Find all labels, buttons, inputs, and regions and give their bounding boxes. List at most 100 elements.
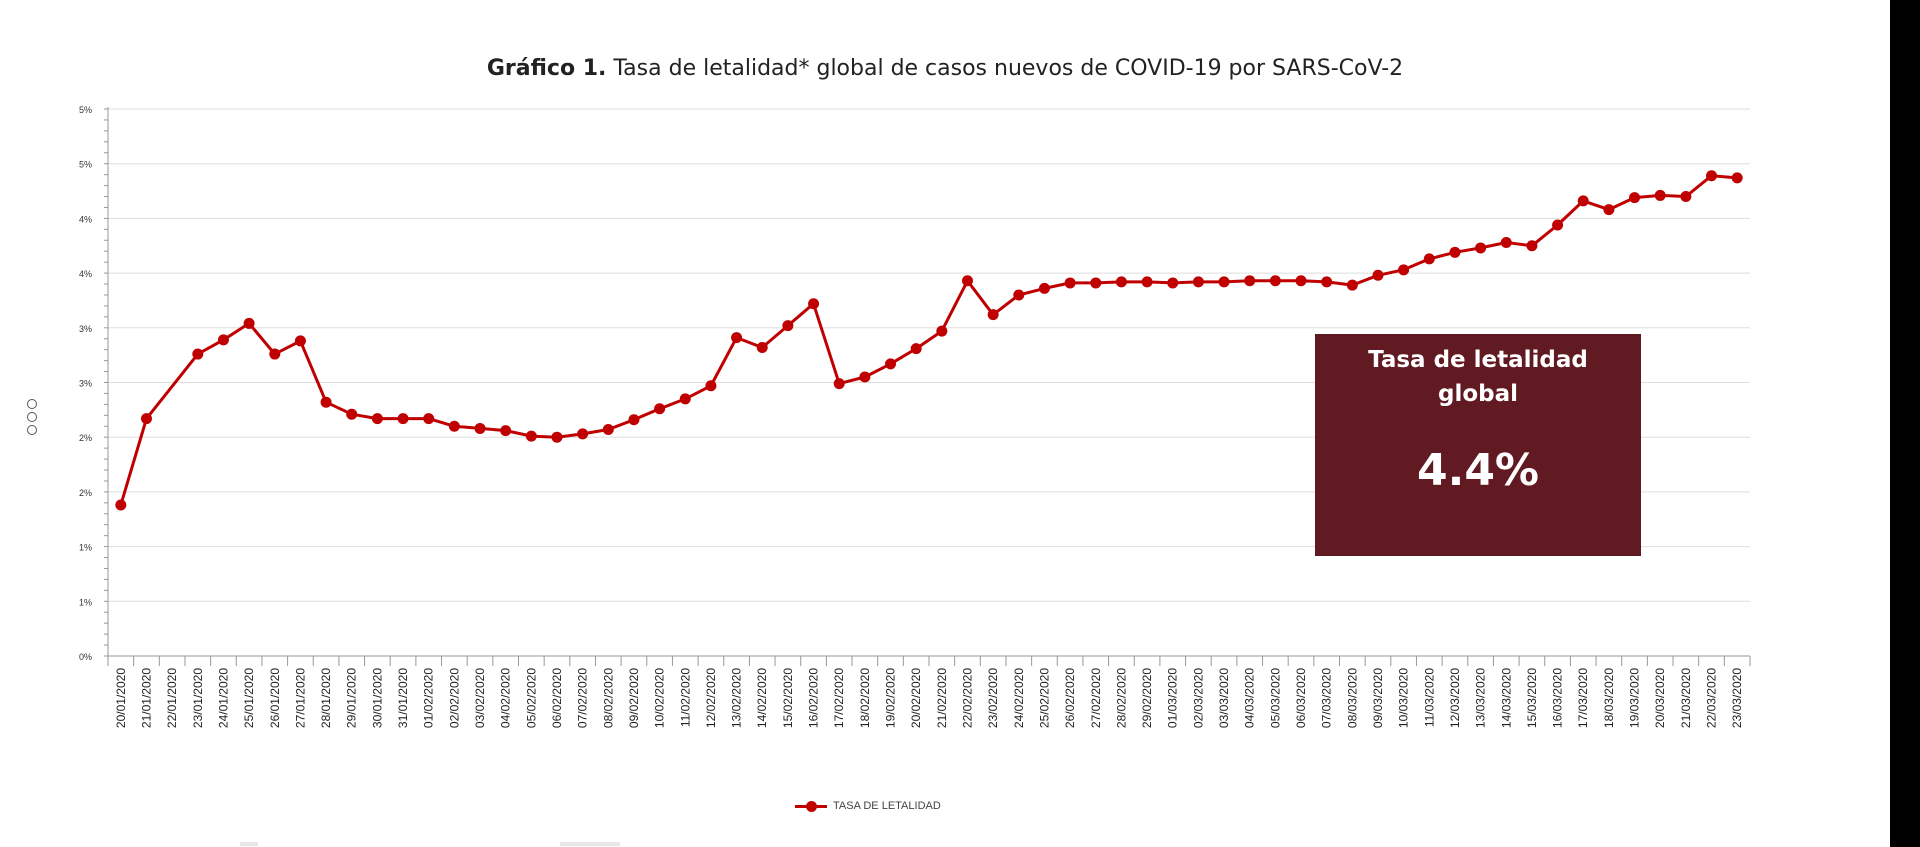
x-tick-label: 14/03/2020	[1499, 668, 1513, 728]
x-tick-label: 18/02/2020	[858, 668, 872, 728]
x-tick-label: 05/02/2020	[524, 668, 538, 728]
data-point	[1449, 246, 1461, 258]
data-point	[1218, 276, 1230, 288]
data-point	[1038, 282, 1050, 294]
x-tick-label: 06/03/2020	[1294, 668, 1308, 728]
data-point	[679, 393, 691, 405]
data-point	[115, 499, 127, 511]
x-tick-label: 23/01/2020	[191, 668, 205, 728]
data-point	[243, 317, 255, 329]
data-point	[192, 348, 204, 360]
x-tick-label: 21/03/2020	[1679, 668, 1693, 728]
y-tick-label: 4%	[79, 269, 92, 279]
x-tick-label: 28/01/2020	[319, 668, 333, 728]
callout-value: 4.4%	[1416, 445, 1540, 496]
chart-legend: TASA DE LETALIDAD	[795, 796, 941, 816]
x-tick-label: 27/01/2020	[293, 668, 307, 728]
data-point	[577, 428, 589, 440]
data-point	[1346, 279, 1358, 291]
data-point	[1064, 277, 1076, 289]
x-tick-label: 12/02/2020	[704, 668, 718, 728]
data-point	[1398, 264, 1410, 276]
y-tick-label: 3%	[79, 324, 92, 334]
data-point	[1167, 277, 1179, 289]
data-point	[987, 309, 999, 321]
data-point	[756, 341, 768, 353]
x-tick-label: 13/02/2020	[730, 668, 744, 728]
data-point	[217, 334, 229, 346]
x-tick-label: 13/03/2020	[1474, 668, 1488, 728]
data-point	[910, 343, 922, 355]
footer-strip	[0, 836, 1890, 847]
x-tick-label: 20/01/2020	[114, 668, 128, 728]
data-point	[1577, 195, 1589, 207]
data-point	[397, 413, 409, 425]
data-point	[628, 414, 640, 426]
data-point	[1013, 289, 1025, 301]
legend-marker	[806, 800, 817, 812]
y-tick-label: 1%	[79, 543, 92, 553]
data-point	[654, 403, 666, 415]
x-tick-label: 12/03/2020	[1448, 668, 1462, 728]
x-tick-label: 09/03/2020	[1371, 668, 1385, 728]
data-point	[602, 424, 614, 436]
x-tick-label: 17/02/2020	[832, 668, 846, 728]
legend-label: TASA DE LETALIDAD	[833, 800, 941, 812]
x-tick-label: 18/03/2020	[1602, 668, 1616, 728]
data-point	[1500, 236, 1512, 248]
data-point	[731, 332, 743, 344]
data-point	[1603, 204, 1615, 216]
x-tick-label: 22/03/2020	[1705, 668, 1719, 728]
x-tick-label: 27/02/2020	[1089, 668, 1103, 728]
data-point	[423, 413, 435, 425]
data-point	[1090, 277, 1102, 289]
data-point	[1269, 275, 1281, 287]
x-tick-label: 01/03/2020	[1166, 668, 1180, 728]
data-point	[808, 298, 820, 310]
x-tick-label: 04/03/2020	[1243, 668, 1257, 728]
x-tick-label: 07/02/2020	[576, 668, 590, 728]
data-point	[1423, 253, 1435, 265]
side-circles-icon	[27, 399, 39, 435]
y-tick-label: 5%	[79, 105, 92, 115]
x-tick-label: 14/02/2020	[755, 668, 769, 728]
data-point	[1654, 189, 1666, 201]
data-point	[1706, 170, 1718, 182]
callout-title: Tasa de letalidad global	[1368, 347, 1588, 407]
x-tick-label: 25/02/2020	[1037, 668, 1051, 728]
y-tick-label: 0%	[79, 652, 92, 662]
x-tick-label: 22/02/2020	[960, 668, 974, 728]
x-tick-label: 10/02/2020	[653, 668, 667, 728]
data-point	[1295, 275, 1307, 287]
x-tick-label: 15/02/2020	[781, 668, 795, 728]
x-tick-label: 07/03/2020	[1320, 668, 1334, 728]
data-point	[1475, 242, 1487, 254]
data-point	[1526, 240, 1538, 252]
x-tick-label: 29/01/2020	[345, 668, 359, 728]
data-point	[705, 380, 717, 392]
x-tick-label: 09/02/2020	[627, 668, 641, 728]
y-tick-label: 2%	[79, 433, 92, 443]
data-point	[140, 413, 152, 425]
x-tick-label: 11/03/2020	[1422, 668, 1436, 727]
x-tick-label: 29/02/2020	[1140, 668, 1154, 728]
data-point	[1192, 276, 1204, 288]
x-tick-label: 19/02/2020	[884, 668, 898, 728]
data-point	[1244, 275, 1256, 287]
y-tick-label: 2%	[79, 488, 92, 498]
x-tick-label: 05/03/2020	[1268, 668, 1282, 728]
y-tick-label: 5%	[79, 160, 92, 170]
global-lethality-callout: Tasa de letalidad global 4.4%	[1315, 334, 1641, 556]
legend-swatch	[795, 800, 827, 812]
data-point	[1115, 276, 1127, 288]
x-tick-label: 02/03/2020	[1191, 668, 1205, 728]
x-tick-label: 17/03/2020	[1576, 668, 1590, 728]
data-point	[961, 275, 973, 287]
y-tick-label: 3%	[79, 379, 92, 389]
data-point	[448, 420, 460, 432]
x-tick-label: 22/01/2020	[165, 668, 179, 728]
x-tick-label: 03/03/2020	[1217, 668, 1231, 728]
y-tick-label: 1%	[79, 597, 92, 607]
x-tick-label: 24/01/2020	[216, 668, 230, 728]
x-tick-label: 26/02/2020	[1063, 668, 1077, 728]
